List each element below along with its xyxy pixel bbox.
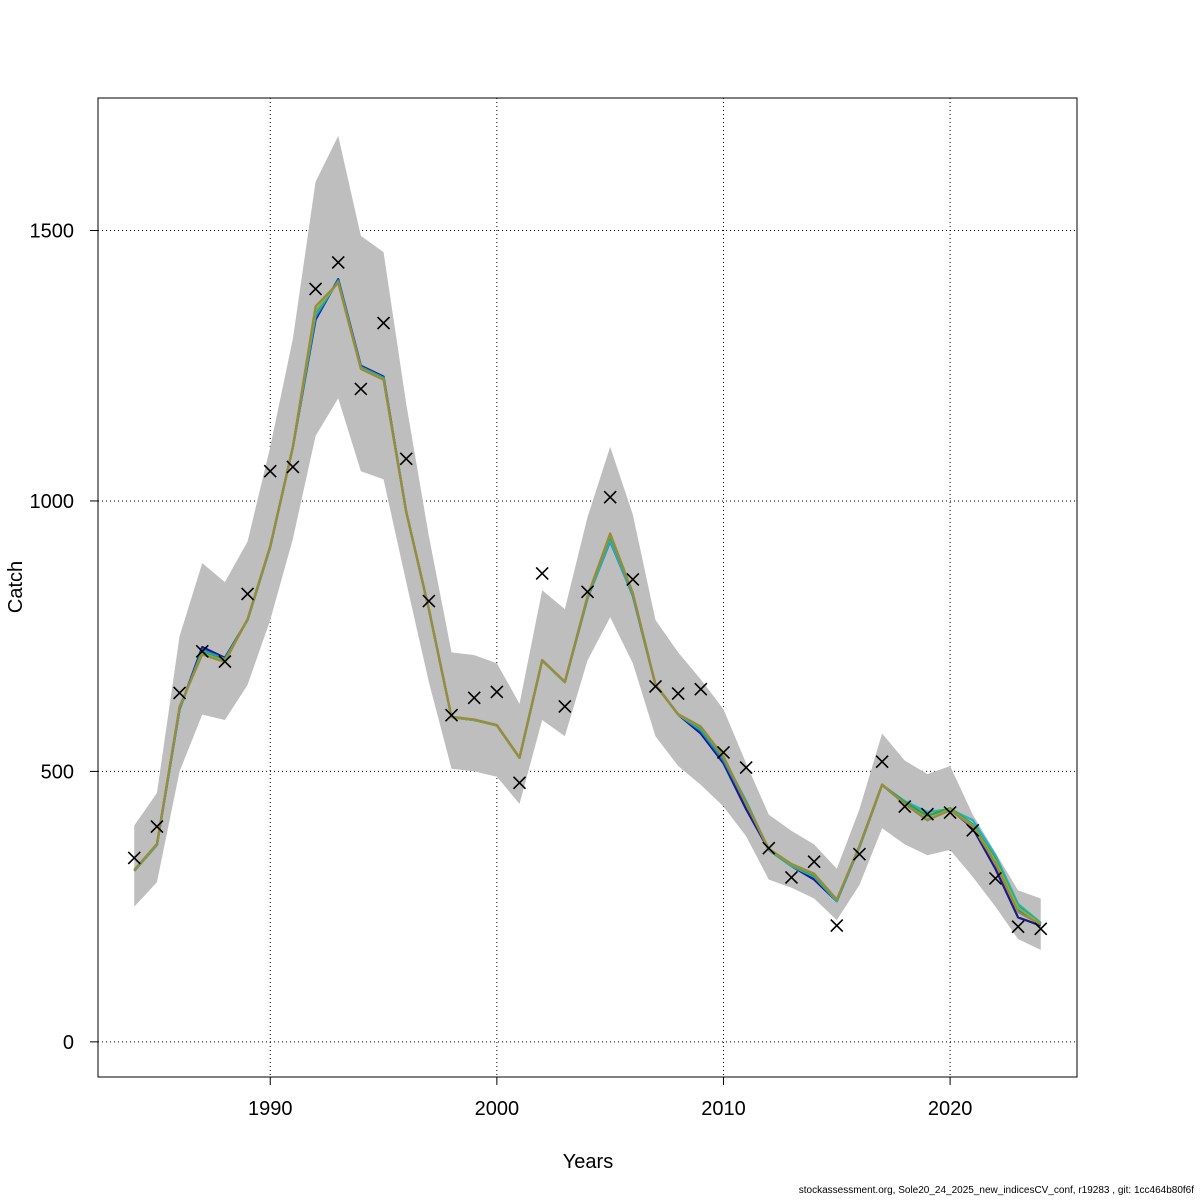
x-tick-label-1990: 1990	[248, 1098, 293, 1120]
y-tick-label-1000: 1000	[30, 491, 75, 513]
observed-point-2007	[648, 679, 663, 694]
observed-point-2018	[898, 799, 912, 814]
confidence-band-area	[134, 135, 1041, 950]
observed-point-1991	[286, 460, 300, 474]
observed-point-2023	[1011, 920, 1025, 934]
observed-point-1988	[218, 655, 232, 669]
observed-points	[127, 255, 1048, 936]
observed-point-1985	[150, 820, 164, 834]
observed-point-2011	[739, 761, 753, 775]
observed-point-2010	[716, 745, 731, 760]
y-tick-label-0: 0	[63, 1032, 74, 1054]
y-axis: 0 500 1000 1500	[30, 221, 98, 1054]
observed-point-1989	[241, 587, 255, 601]
observed-point-2015	[830, 918, 844, 933]
observed-point-1999	[467, 691, 481, 705]
x-tick-label-2010: 2010	[701, 1098, 746, 1120]
observed-point-1992	[308, 282, 323, 296]
observed-point-2006	[626, 572, 640, 586]
observed-point-2014	[807, 855, 821, 869]
observed-point-2024	[1034, 922, 1048, 936]
observed-point-2001	[512, 776, 527, 790]
observed-point-2005	[603, 490, 617, 504]
footer-text: stockassessment.org, Sole20_24_2025_new_…	[798, 1185, 1194, 1196]
observed-point-1984	[127, 851, 141, 865]
estimate-line-6	[133, 281, 1042, 926]
observed-point-1996	[399, 452, 413, 466]
confidence-band	[134, 135, 1041, 950]
estimate-lines	[133, 278, 1042, 927]
observed-point-2002	[535, 566, 549, 581]
observed-point-1994	[354, 382, 368, 396]
y-tick-label-1500: 1500	[30, 221, 75, 243]
observed-point-2012	[762, 841, 776, 855]
observed-point-1998	[444, 708, 459, 722]
plot-frame	[97, 97, 1078, 1078]
x-tick-label-2000: 2000	[475, 1098, 520, 1120]
observed-point-2016	[852, 847, 867, 861]
observed-point-1990	[263, 464, 277, 478]
x-tick-label-2020: 2020	[928, 1098, 973, 1120]
observed-point-1995	[376, 316, 391, 330]
observed-point-2013	[784, 870, 799, 884]
observed-point-2009	[694, 682, 708, 696]
observed-point-1987	[195, 644, 209, 658]
observed-point-2021	[966, 823, 980, 837]
observed-point-2000	[490, 685, 504, 699]
x-axis-label: Years	[563, 1151, 613, 1173]
observed-point-1993	[331, 255, 345, 269]
observed-point-2020	[943, 805, 957, 820]
y-axis-label: Catch	[5, 561, 27, 613]
observed-point-2019	[920, 807, 934, 821]
observed-point-2003	[558, 699, 572, 714]
observed-point-1986	[173, 686, 187, 700]
x-axis: 1990 2000 2010 2020	[248, 1077, 972, 1120]
observed-point-2008	[671, 686, 685, 701]
y-tick-label-500: 500	[41, 761, 74, 783]
observed-point-2022	[988, 871, 1002, 886]
observed-point-2017	[875, 755, 889, 769]
observed-point-1997	[422, 594, 436, 608]
observed-point-2004	[580, 585, 595, 599]
